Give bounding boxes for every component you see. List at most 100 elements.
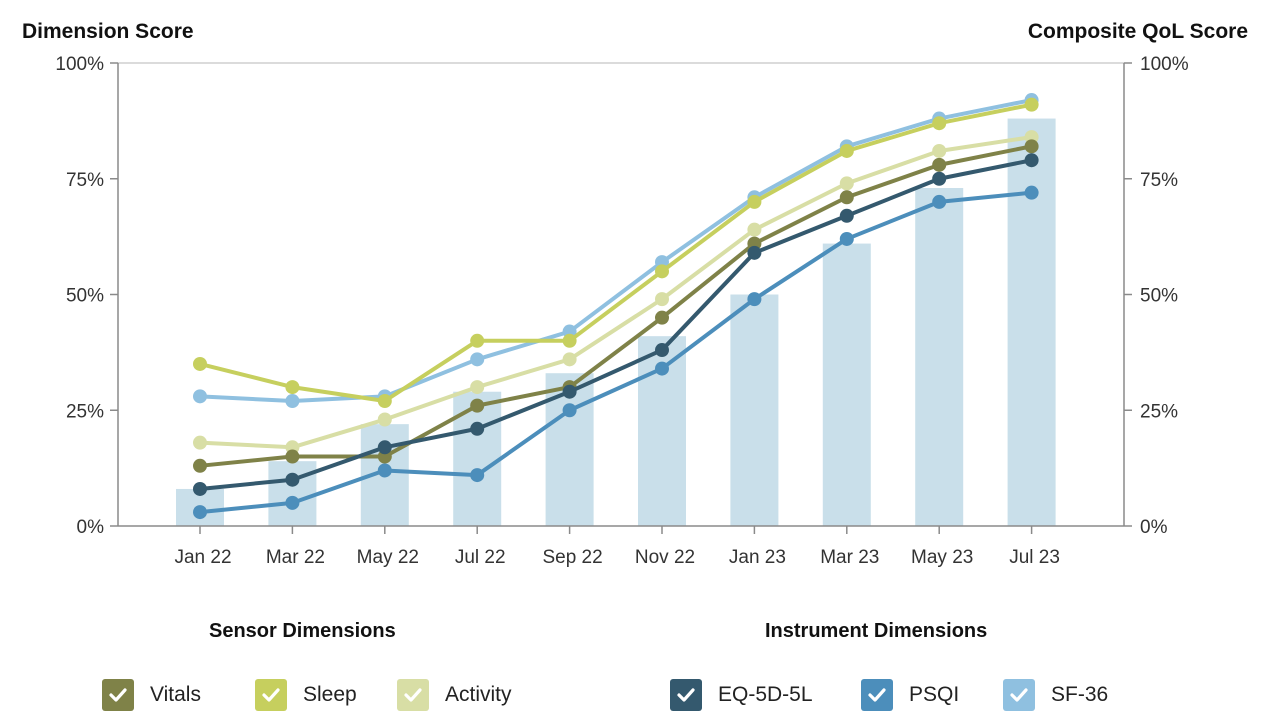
point-eq-5d-5l-may-22[interactable] <box>377 440 392 455</box>
legend-instrument-title: Instrument Dimensions <box>765 620 988 642</box>
x-tick-label: Sep 22 <box>542 547 602 568</box>
point-sleep-jan-23[interactable] <box>747 194 762 209</box>
point-vitals-may-23[interactable] <box>932 157 947 172</box>
point-eq-5d-5l-jul-22[interactable] <box>470 421 485 436</box>
checkbox-icon[interactable] <box>397 679 429 711</box>
point-sf-36-jul-22[interactable] <box>470 352 485 367</box>
point-eq-5d-5l-sep-22[interactable] <box>562 384 577 399</box>
x-tick-label: Mar 23 <box>820 547 879 568</box>
checkbox-icon[interactable] <box>861 679 893 711</box>
y-tick-label-right: 50% <box>1140 286 1178 307</box>
point-psqi-nov-22[interactable] <box>655 361 669 376</box>
point-sleep-mar-22[interactable] <box>285 380 300 395</box>
point-sleep-may-23[interactable] <box>932 116 947 131</box>
checkbox-icon[interactable] <box>102 679 134 711</box>
point-psqi-jan-23[interactable] <box>747 292 762 307</box>
legend-label: SF-36 <box>1051 683 1109 706</box>
point-psqi-sep-22[interactable] <box>562 403 577 418</box>
x-tick-label: Jul 22 <box>455 547 506 568</box>
point-sleep-jul-22[interactable] <box>470 333 485 348</box>
point-eq-5d-5l-mar-22[interactable] <box>285 472 300 487</box>
y-tick-label-left: 0% <box>77 517 105 538</box>
point-psqi-jul-23[interactable] <box>1024 185 1039 200</box>
point-vitals-jul-22[interactable] <box>470 398 485 413</box>
checkbox-icon[interactable] <box>670 679 702 711</box>
y-tick-label-right: 0% <box>1140 517 1168 538</box>
point-psqi-may-22[interactable] <box>377 463 392 478</box>
point-eq-5d-5l-jan-22[interactable] <box>193 481 207 496</box>
y-tick-label-right: 25% <box>1140 401 1178 422</box>
point-vitals-mar-22[interactable] <box>285 449 300 464</box>
point-eq-5d-5l-jan-23[interactable] <box>747 245 762 260</box>
point-sleep-jul-23[interactable] <box>1024 97 1039 112</box>
x-tick-label: Jul 23 <box>1009 547 1060 568</box>
point-eq-5d-5l-may-23[interactable] <box>932 171 947 186</box>
composite-bar-mar-22 <box>268 461 317 526</box>
legend-label: Activity <box>445 683 512 706</box>
point-psqi-may-23[interactable] <box>932 194 947 209</box>
point-activity-may-22[interactable] <box>377 412 392 427</box>
point-sf-36-jan-22[interactable] <box>193 389 207 404</box>
legend-sensor-title: Sensor Dimensions <box>209 620 396 642</box>
x-tick-label: Jan 22 <box>174 547 231 568</box>
legend-item-psqi[interactable]: PSQI <box>861 679 960 711</box>
point-vitals-jul-23[interactable] <box>1024 139 1039 154</box>
point-activity-sep-22[interactable] <box>562 352 577 367</box>
point-vitals-jan-22[interactable] <box>193 458 207 473</box>
composite-bar-jul-23 <box>1007 118 1056 526</box>
y-tick-label-left: 25% <box>66 401 104 422</box>
checkbox-icon[interactable] <box>1003 679 1035 711</box>
point-psqi-mar-23[interactable] <box>839 231 854 246</box>
legend-label: PSQI <box>909 683 960 706</box>
x-tick-label: May 22 <box>357 547 419 568</box>
series-line-vitals <box>199 144 1032 468</box>
point-eq-5d-5l-mar-23[interactable] <box>839 208 854 223</box>
checkbox-icon[interactable] <box>255 679 287 711</box>
axes-layer: 0% 0% 25% 25% 50% 50% 75% 75% 100% 100% Jan 22 Mar … <box>55 54 1188 568</box>
left-axis-title: Dimension Score <box>22 20 194 43</box>
series-line-activity <box>199 135 1032 450</box>
bars-layer <box>176 118 1056 526</box>
legend-item-vitals[interactable]: Vitals <box>102 679 201 711</box>
x-tick-label: Nov 22 <box>635 547 695 568</box>
x-tick-label: Jan 23 <box>729 547 786 568</box>
lines-layer <box>193 93 1039 520</box>
legend-item-eq-5d-5l[interactable]: EQ-5D-5L <box>670 679 813 711</box>
point-sleep-sep-22[interactable] <box>562 333 577 348</box>
legend-item-activity[interactable]: Activity <box>397 679 512 711</box>
point-activity-jan-22[interactable] <box>193 435 207 450</box>
point-activity-nov-22[interactable] <box>655 292 669 307</box>
point-psqi-mar-22[interactable] <box>285 495 300 510</box>
point-psqi-jan-22[interactable] <box>193 505 207 520</box>
point-sleep-may-22[interactable] <box>377 393 392 408</box>
point-sleep-jan-22[interactable] <box>193 356 207 371</box>
point-eq-5d-5l-jul-23[interactable] <box>1024 153 1039 168</box>
point-sleep-mar-23[interactable] <box>839 143 854 158</box>
y-tick-label-left: 50% <box>66 286 104 307</box>
composite-bar-jan-23 <box>730 294 779 526</box>
point-psqi-jul-22[interactable] <box>470 468 485 483</box>
point-activity-jul-22[interactable] <box>470 380 485 395</box>
legend-item-sleep[interactable]: Sleep <box>255 679 357 711</box>
y-tick-label-right: 75% <box>1140 170 1178 191</box>
y-tick-label-left: 100% <box>55 54 104 75</box>
line-chart: 0% 0% 25% 25% 50% 50% 75% 75% 100% 100% Jan 22 Mar … <box>55 54 1188 568</box>
x-tick-label: Mar 22 <box>266 547 325 568</box>
point-eq-5d-5l-nov-22[interactable] <box>655 343 669 358</box>
point-vitals-nov-22[interactable] <box>655 310 669 325</box>
point-vitals-mar-23[interactable] <box>839 190 854 205</box>
x-tick-label: May 23 <box>911 547 973 568</box>
point-activity-jan-23[interactable] <box>747 222 762 237</box>
legend-label: Sleep <box>303 683 357 706</box>
point-sleep-nov-22[interactable] <box>655 264 669 279</box>
legend-label: EQ-5D-5L <box>718 683 813 706</box>
point-activity-mar-23[interactable] <box>839 176 854 191</box>
series-line-sf-36 <box>199 98 1032 403</box>
legend-item-sf-36[interactable]: SF-36 <box>1003 679 1109 711</box>
series-line-psqi <box>199 190 1032 515</box>
legend-label: Vitals <box>150 683 201 706</box>
point-sf-36-mar-22[interactable] <box>285 393 300 408</box>
point-activity-may-23[interactable] <box>932 143 947 158</box>
right-axis-title: Composite QoL Score <box>1027 20 1248 43</box>
composite-bar-mar-23 <box>822 243 871 526</box>
